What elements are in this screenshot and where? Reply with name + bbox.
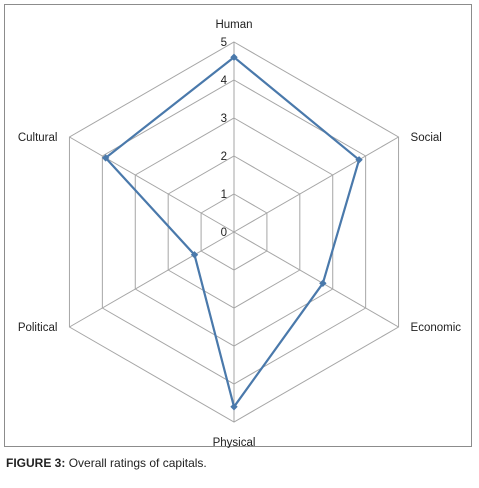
radar-chart: 0 1 2 3 4 5 Human Social Economic Physical Politi… (18, 19, 461, 448)
chart-frame: 0 1 2 3 4 5 Human Social Economic Physical Politi… (4, 4, 472, 448)
axis-label-physical: Physical (213, 437, 256, 448)
data-point-human (230, 53, 238, 61)
tick-label-0: 0 (221, 227, 227, 239)
axis-label-political: Political (18, 322, 58, 334)
tick-label-5: 5 (221, 37, 227, 49)
data-point-physical (230, 403, 238, 411)
spoke-cultural (69, 136, 235, 233)
tick-label-4: 4 (221, 75, 228, 87)
tick-label-1: 1 (221, 189, 227, 201)
spoke-political (69, 231, 235, 328)
data-point-political (190, 251, 199, 259)
spoke-social (233, 136, 399, 233)
tick-label-3: 3 (221, 113, 227, 125)
axis-label-human: Human (215, 19, 252, 31)
axis-label-economic: Economic (411, 322, 462, 334)
axis-label-layer: Human Social Economic Physical Political Cult… (18, 19, 461, 448)
series-layer (101, 53, 363, 411)
grid-layer (68, 41, 400, 423)
data-point-economic (319, 279, 327, 288)
tick-label-2: 2 (221, 151, 227, 163)
data-point-cultural (101, 154, 110, 162)
spoke-economic (233, 231, 399, 328)
axis-label-social: Social (411, 132, 442, 144)
figure-caption-text: Overall ratings of capitals. (68, 456, 207, 470)
series-line-0 (104, 56, 361, 408)
tick-layer: 0 1 2 3 4 5 (221, 37, 228, 239)
figure-caption: FIGURE 3: Overall ratings of capitals. (6, 456, 207, 470)
data-point-social (355, 156, 363, 164)
figure-caption-label: FIGURE 3: (6, 456, 66, 470)
axis-label-cultural: Cultural (18, 132, 58, 144)
